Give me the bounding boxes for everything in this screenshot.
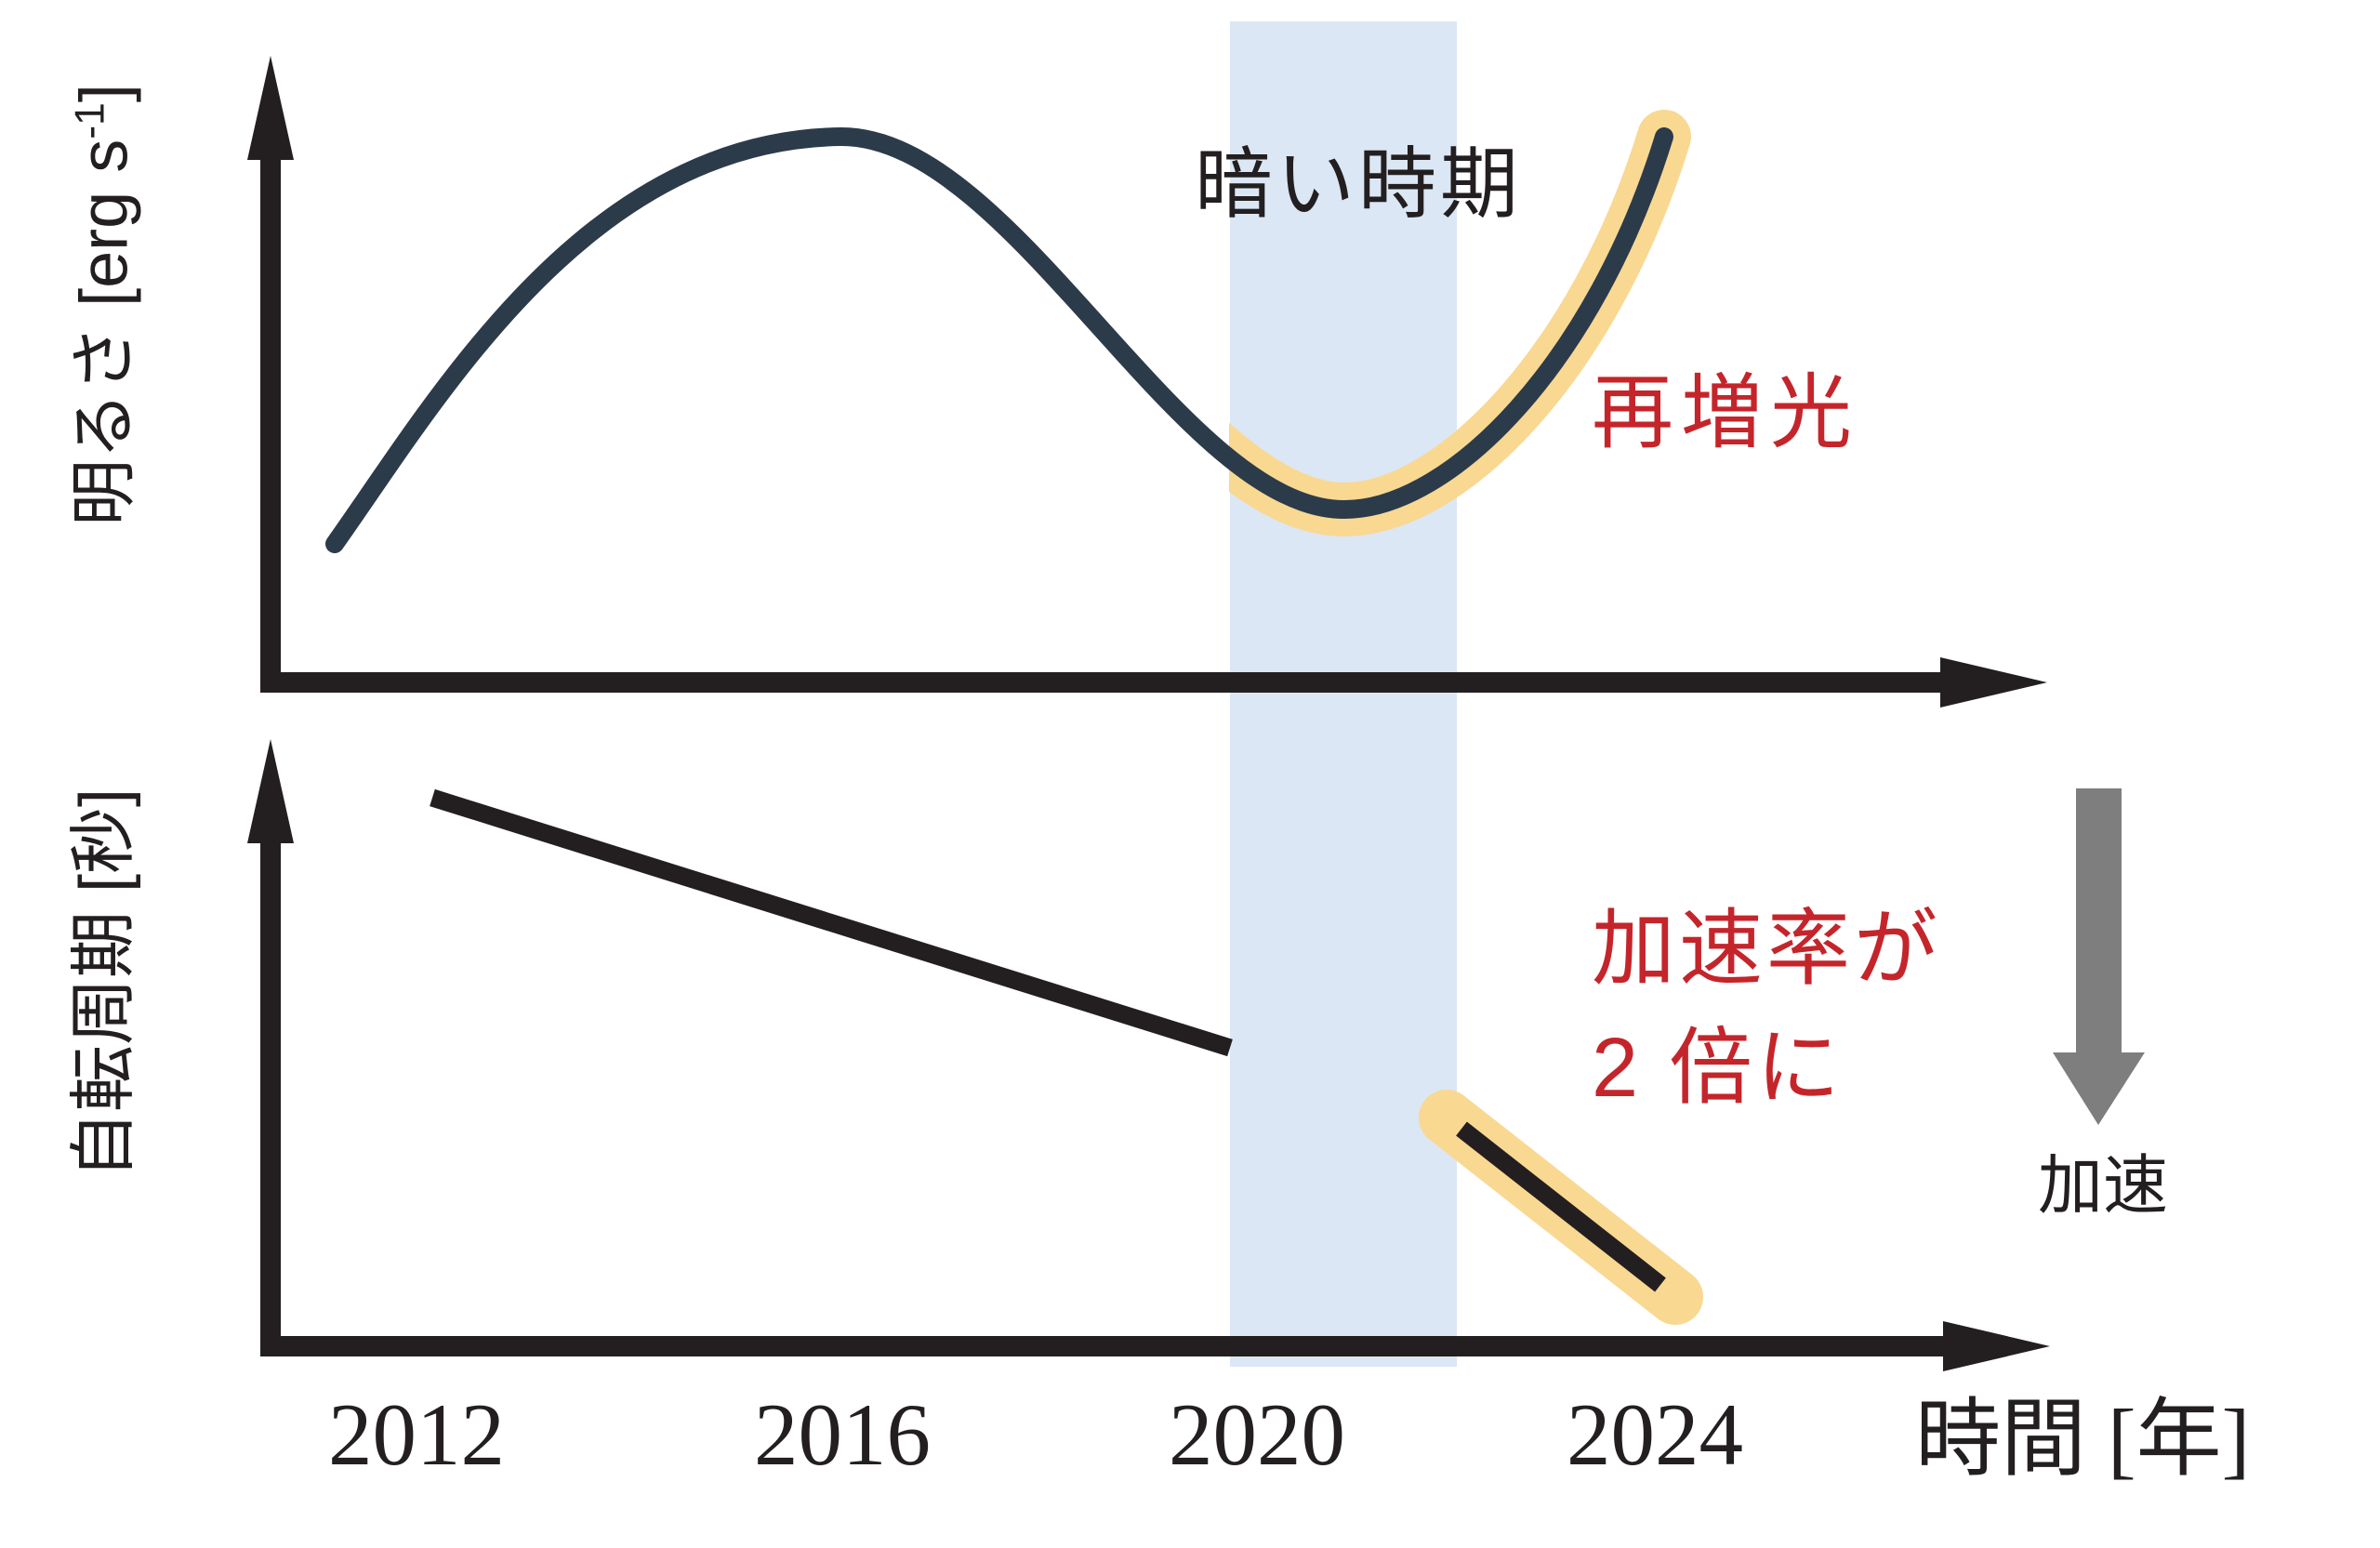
top-y-axis-label-text: 明るさ <box>67 324 142 526</box>
x-tick-2012: 2012 <box>328 1385 505 1484</box>
spin-period-line-before <box>430 788 1233 1057</box>
top-y-axis-unit-pre: [erg s <box>67 139 142 325</box>
dark-period-label: 暗い時期 <box>1195 140 1523 228</box>
acceleration-rate-annotation-line2: 2 倍に <box>1592 1021 1844 1115</box>
bottom-y-axis-label-text: 自転周期 <box>67 911 141 1180</box>
bottom-y-axis-arrowhead-icon <box>247 739 294 843</box>
rebrightening-annotation: 再増光 <box>1592 366 1860 458</box>
brightness-curve <box>325 126 1673 553</box>
acceleration-arrow-shaft <box>2076 788 2122 1052</box>
acceleration-rate-annotation: 加速率が 2 倍に <box>1592 891 1941 1129</box>
bottom-y-axis-label: 自転周期 [秒] <box>67 788 141 1179</box>
top-y-axis-unit-superscript: -1 <box>67 102 113 139</box>
spin-period-line-after <box>1456 1121 1666 1292</box>
x-tick-2020: 2020 <box>1169 1385 1345 1484</box>
top-y-axis-arrowhead-icon <box>247 56 294 160</box>
top-x-axis-arrowhead-icon <box>1940 657 2047 708</box>
top-y-axis-label: 明るさ [erg s-1] <box>67 84 142 526</box>
x-tick-2024: 2024 <box>1567 1385 1743 1484</box>
acceleration-arrow-label: 加速 <box>2038 1149 2168 1222</box>
acceleration-arrow-head-icon <box>2053 1052 2145 1125</box>
dark-period-band <box>1230 21 1457 1367</box>
bottom-y-axis-unit: [秒] <box>67 787 141 911</box>
x-axis-label: 時間 [年] <box>1915 1392 2251 1487</box>
top-y-axis-unit-post: ] <box>67 84 142 103</box>
acceleration-rate-annotation-line1: 加速率が <box>1592 903 1941 996</box>
bottom-x-axis-arrowhead-icon <box>1943 1321 2050 1371</box>
x-tick-2016: 2016 <box>754 1385 931 1484</box>
